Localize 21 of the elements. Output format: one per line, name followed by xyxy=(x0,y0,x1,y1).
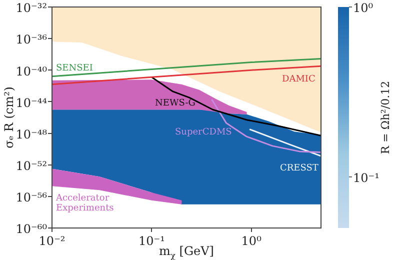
series-label: DAMIC xyxy=(282,74,316,84)
y-tick-label: 10⁻⁶⁰ xyxy=(16,222,48,236)
series-label: SuperCDMS xyxy=(175,127,232,138)
y-tick-label: 10⁻³² xyxy=(16,1,48,16)
y-tick-label: 10⁻⁴⁸ xyxy=(16,127,48,142)
x-tick-label: 10⁻² xyxy=(38,234,66,248)
y-tick-label: 10⁻⁵⁶ xyxy=(16,190,48,205)
series-label: SENSEI xyxy=(56,63,94,74)
y-tick-label: 10⁻⁴⁴ xyxy=(16,96,48,110)
color-bar-title: R = Ωh²/0.12 xyxy=(378,80,392,154)
color-bar-label: 10⁰ xyxy=(353,1,374,16)
x-tick-label: 10⁰ xyxy=(241,234,262,248)
color-bar-label: 10⁻¹ xyxy=(353,170,380,185)
y-tick-label: 10⁻⁴⁰ xyxy=(16,64,48,78)
y-axis-title: σₑ R (cm²) xyxy=(2,86,16,148)
series-label: NEWS-G xyxy=(155,98,196,108)
series-label: Accelerator Experiments xyxy=(55,193,114,214)
y-tick-label: 10⁻⁵² xyxy=(16,158,48,173)
x-tick-label: 10⁻¹ xyxy=(138,234,165,248)
y-tick-label: 10⁻³⁶ xyxy=(16,32,48,47)
series-label: CRESST xyxy=(280,163,318,174)
